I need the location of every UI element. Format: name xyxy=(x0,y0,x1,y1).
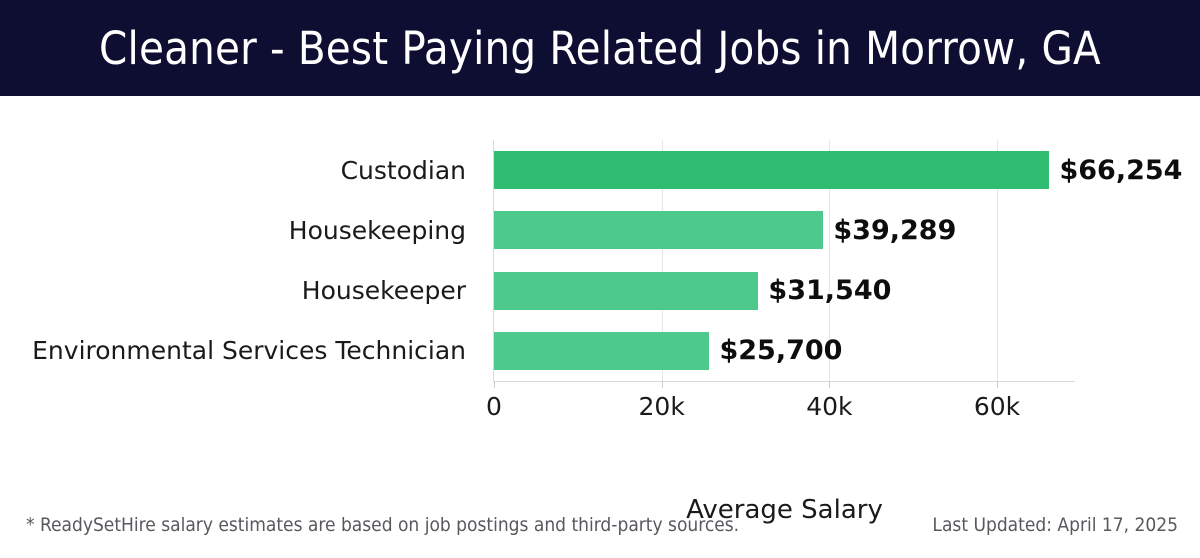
header-band: Cleaner - Best Paying Related Jobs in Mo… xyxy=(0,0,1200,96)
footer-last-updated: Last Updated: April 17, 2025 xyxy=(932,514,1178,536)
bar[interactable] xyxy=(494,151,1050,189)
y-axis-category-label: Environmental Services Technician xyxy=(32,336,466,366)
footer: * ReadySetHire salary estimates are base… xyxy=(0,508,1200,558)
bar-value-label: $31,540 xyxy=(768,275,892,306)
footer-disclaimer: * ReadySetHire salary estimates are base… xyxy=(26,514,740,536)
bar[interactable] xyxy=(494,271,759,310)
bar-value-label: $25,700 xyxy=(719,335,843,367)
x-axis-title: Average Salary xyxy=(686,495,883,525)
x-tick-mark xyxy=(494,381,495,388)
x-tick-label: 40k xyxy=(806,392,853,421)
y-axis-category-label: Custodian xyxy=(340,155,466,185)
x-tick-mark xyxy=(997,381,999,388)
bar-row: Environmental Services Technician $25,700 xyxy=(32,321,1075,381)
bar-row: Housekeeper $31,540 xyxy=(302,261,1075,321)
bar-value-label: $66,254 xyxy=(1059,154,1183,186)
x-tick-label: 20k xyxy=(638,392,685,421)
y-axis-category-label: Housekeeper xyxy=(301,276,466,305)
bar[interactable] xyxy=(494,211,824,250)
chart-area: 0 20k 40k 60k Custodian $66,254 Housekeeping $… xyxy=(0,96,1200,525)
x-tick-label: 60k xyxy=(973,392,1021,421)
y-axis-category-label: Housekeeping xyxy=(288,215,466,245)
x-tick-mark xyxy=(829,381,831,388)
x-tick-mark xyxy=(661,381,663,388)
gridline xyxy=(661,140,663,381)
plot-area: 0 20k 40k 60k Custodian $66,254 Housekeeping $… xyxy=(32,140,1182,421)
x-tick-label: 0 xyxy=(486,392,502,421)
gridline xyxy=(829,140,831,381)
page-title: Cleaner - Best Paying Related Jobs in Mo… xyxy=(99,21,1101,75)
gridline xyxy=(997,140,999,381)
x-axis-line xyxy=(493,381,1075,382)
bar-row: Custodian $66,254 xyxy=(341,140,1182,200)
bar-row: Housekeeping $39,289 xyxy=(289,200,1075,260)
bar[interactable] xyxy=(494,331,710,370)
y-axis-line xyxy=(493,140,494,381)
bar-value-label: $39,289 xyxy=(833,214,957,246)
